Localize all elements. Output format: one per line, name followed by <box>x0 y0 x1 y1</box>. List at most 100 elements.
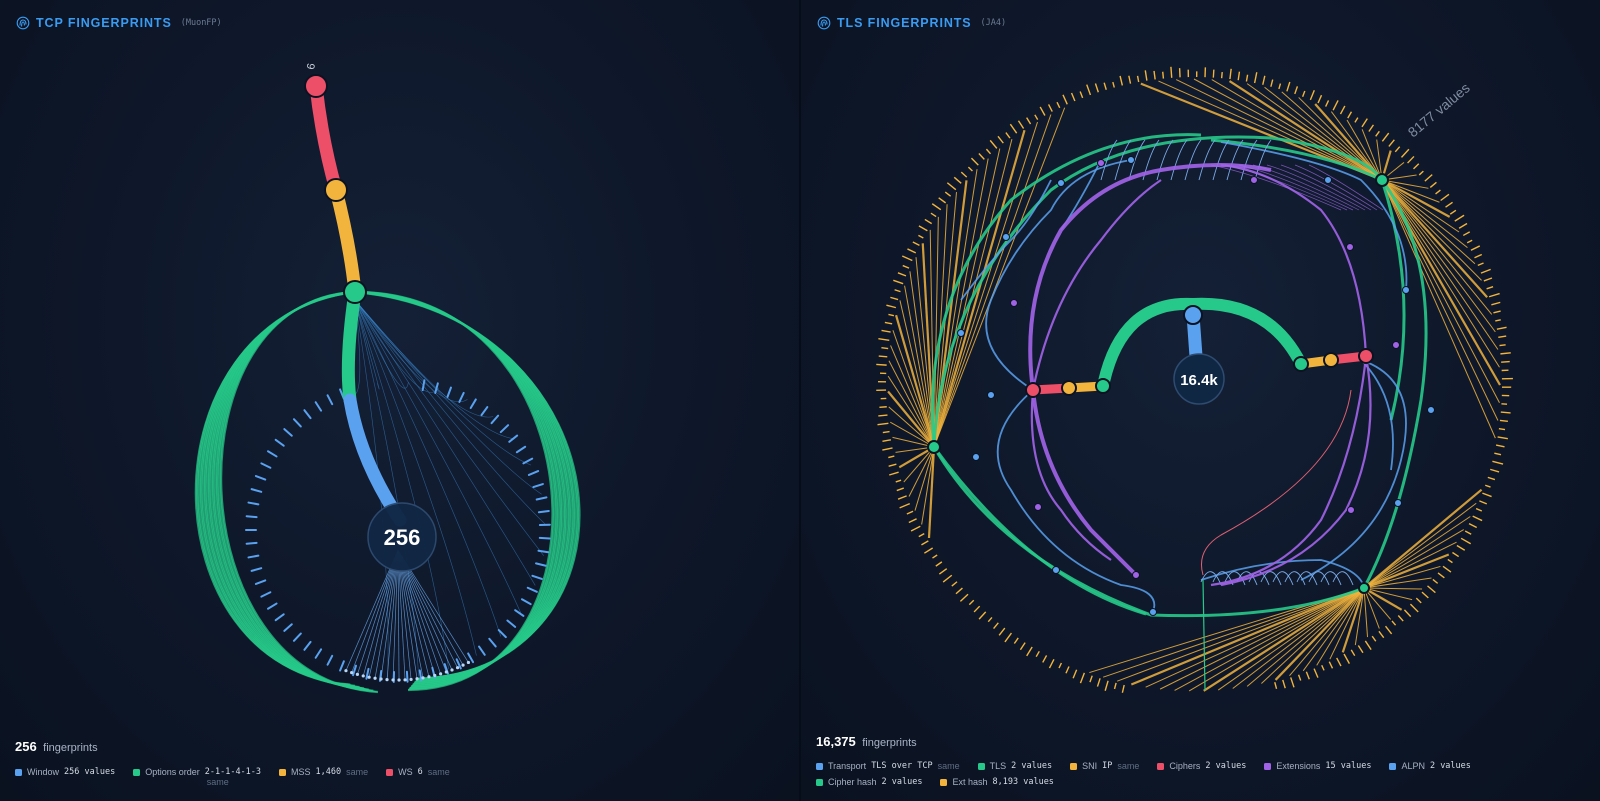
tls-hub-circle[interactable] <box>1173 353 1225 405</box>
window-value-tick <box>467 652 475 664</box>
ext-hash-fan-line <box>921 446 935 525</box>
ext-hash-fan-line <box>1232 587 1365 689</box>
ext-hash-tick <box>1460 537 1472 545</box>
ext-hash-tick <box>1357 645 1364 654</box>
tcp-panel-header: TCP FINGERPRINTS (MuonFP) <box>16 16 222 30</box>
ext-hash-tick <box>1104 680 1109 691</box>
window-value-tick <box>508 434 519 443</box>
alpn-node <box>1097 159 1105 167</box>
ext-hash-fan-line <box>1381 179 1496 439</box>
options-node[interactable] <box>343 280 367 304</box>
ext-hash-tick <box>881 347 889 350</box>
ext-hash-tick <box>1339 105 1346 115</box>
legend-swatch <box>940 779 948 786</box>
window-value-tick <box>260 462 272 469</box>
extensions-edge <box>1030 389 1112 561</box>
tls-legend-item[interactable]: SNI IP same <box>1070 761 1139 771</box>
tls-legend-item[interactable]: Extensions 15 values <box>1264 761 1371 771</box>
tls-legend-item[interactable]: Cipher hash 2 values <box>816 777 922 787</box>
tls-legend-item[interactable]: TLS 2 values <box>977 761 1052 771</box>
tls-legend-item[interactable]: ALPN 2 values <box>1389 761 1471 771</box>
ext-hash-tick <box>1361 118 1368 128</box>
window-spiral-line <box>354 299 542 495</box>
tcp-legend-item[interactable]: Options order 2-1-1-4-1-3 same <box>133 767 261 787</box>
ext-hash-tick <box>1490 468 1500 473</box>
ext-hash-fan-line <box>1381 179 1468 249</box>
legend-value: 2 values <box>881 777 923 787</box>
window-fan-line <box>362 549 399 677</box>
ext-hash-tick <box>918 225 928 232</box>
tcp-legend-item[interactable]: Window 256 values <box>15 767 115 787</box>
window-leaf-dot <box>344 669 348 673</box>
ext-hash-tick <box>1009 123 1018 134</box>
alpn-edge <box>1200 559 1365 589</box>
ext-hash-ticks <box>876 66 1513 693</box>
ext-hash-tick <box>1005 132 1011 139</box>
ext-hash-tick <box>1403 609 1412 618</box>
cipher-hash-edge <box>932 446 1365 618</box>
ext-hash-tick <box>1350 649 1356 657</box>
alpn-node <box>1324 176 1332 184</box>
ext-hash-tick <box>993 622 999 629</box>
ext-hash-tick <box>908 518 917 524</box>
ext-hash-tick <box>1309 89 1315 101</box>
ext-hash-fan-lines <box>887 78 1501 692</box>
tls-legend-item[interactable]: Transport TLS over TCP same <box>816 761 960 771</box>
ext-hash-fan-line <box>909 271 935 448</box>
window-value-tick <box>531 574 543 580</box>
mss-node[interactable] <box>324 178 348 202</box>
ext-hash-tick <box>1378 630 1385 639</box>
ext-hash-fan-line <box>1329 587 1365 660</box>
ext-hash-tick <box>1454 214 1465 222</box>
window-value-tick <box>326 394 334 406</box>
tcp-legend-item[interactable]: MSS 1,460 same <box>279 767 368 787</box>
ws-node[interactable] <box>304 74 328 98</box>
window-value-tick <box>488 637 497 648</box>
ext-hash-fan-line <box>1381 179 1476 265</box>
ext-hash-tick <box>1492 460 1504 465</box>
alpn-node <box>1149 608 1157 616</box>
ext-hash-tick <box>1493 310 1501 314</box>
alpn-node <box>1346 243 1354 251</box>
transport-node[interactable] <box>1183 305 1203 325</box>
ext-hash-tick <box>1384 625 1393 635</box>
alpn-wave-line <box>1128 139 1146 181</box>
ext-hash-tick <box>1491 301 1501 306</box>
tcp-hub-circle[interactable] <box>367 502 437 572</box>
ext-hash-tick <box>1497 436 1508 440</box>
ext-hash-fan-line <box>1363 587 1403 611</box>
options-order-loop <box>194 291 581 685</box>
ext-hash-tick <box>1424 174 1433 182</box>
ext-hash-tick <box>876 363 887 366</box>
ext-hash-tick <box>1013 637 1019 644</box>
alpn-wave-line <box>1100 139 1118 181</box>
window-leaf-dot <box>415 677 419 681</box>
ext-hash-fan-line <box>1274 587 1365 681</box>
tls-legend-item[interactable]: Ciphers 2 values <box>1157 761 1246 771</box>
ext-hash-tick <box>1495 319 1501 322</box>
alpn-wave-line <box>1224 571 1246 586</box>
alpn-node <box>1250 176 1258 184</box>
ext-hash-tick <box>1089 675 1093 683</box>
ext-hash-tick <box>1058 662 1063 669</box>
window-leaf-dot <box>403 678 407 682</box>
legend-value: 2 values <box>1429 761 1471 771</box>
tcp-legend-item[interactable]: WS 6 same <box>386 767 450 787</box>
thin-green-link <box>1202 579 1206 691</box>
alpn-wave-line <box>1212 139 1230 181</box>
ext-hash-tick <box>1297 674 1302 681</box>
tls-legend-item[interactable]: Ext hash 8,193 values <box>940 777 1054 787</box>
window-leaf-dot <box>461 663 465 667</box>
ext-hash-tick <box>970 157 979 166</box>
ext-hash-tick <box>888 463 897 467</box>
ext-hash-tick <box>1245 74 1249 82</box>
ext-hash-tick <box>1162 71 1165 79</box>
ext-hash-tick <box>960 171 968 178</box>
window-value-tick <box>469 398 477 410</box>
ext-hash-tick <box>1048 658 1055 669</box>
window-value-tick <box>292 418 302 428</box>
window-value-tick <box>405 670 409 683</box>
options-trunk-edge <box>341 285 362 407</box>
ext-hash-tick <box>987 616 993 623</box>
ext-hash-tick <box>1495 444 1505 448</box>
